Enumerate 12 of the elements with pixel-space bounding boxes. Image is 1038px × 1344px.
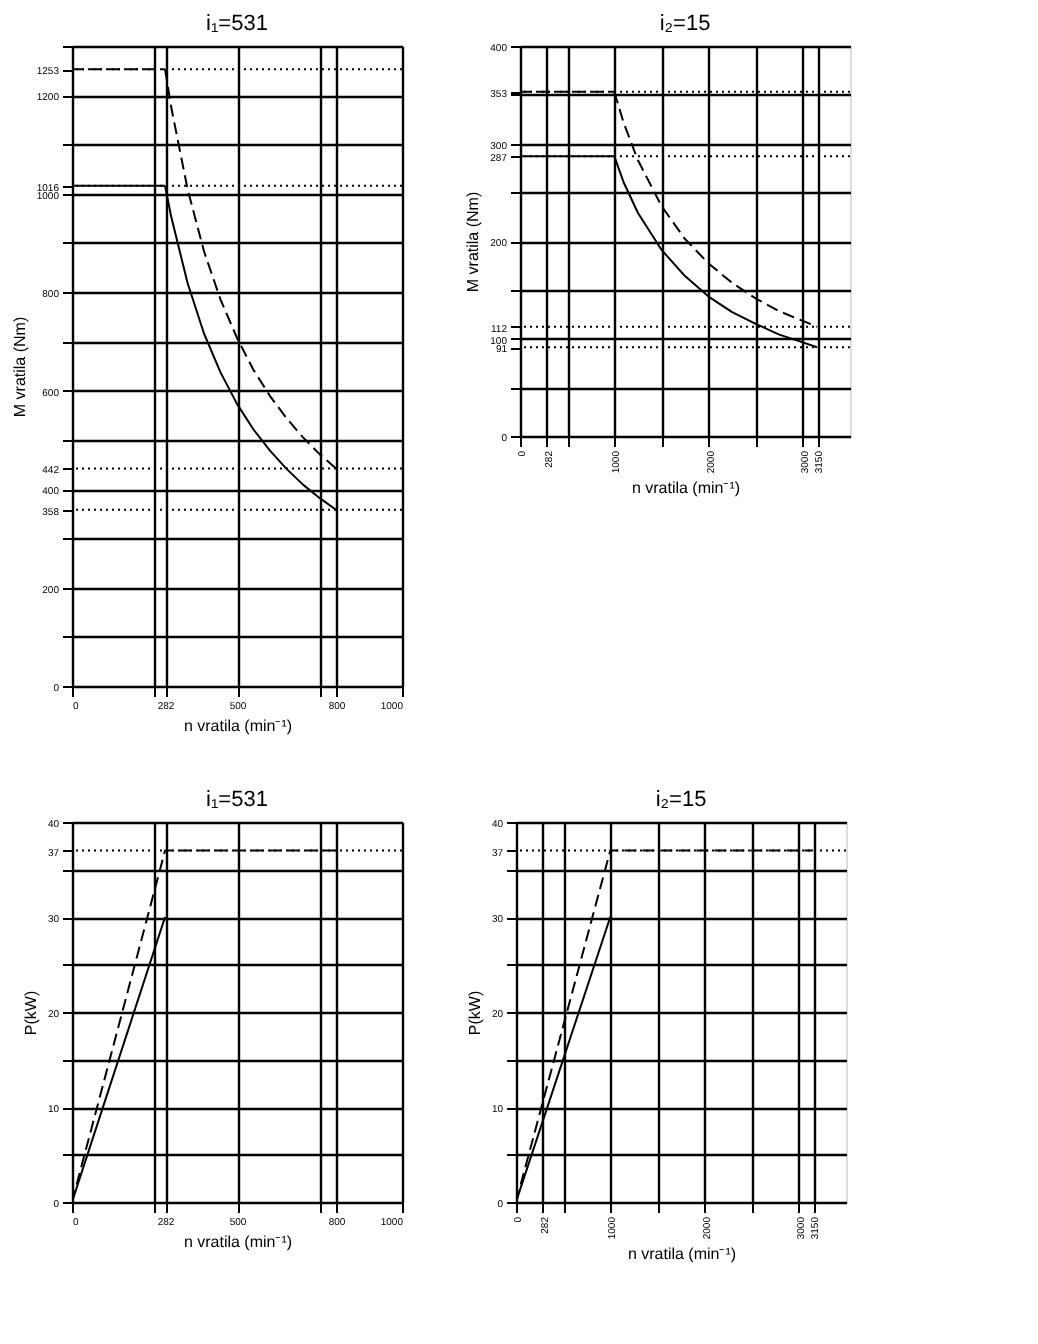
chart-title: i₂=15 <box>655 788 707 812</box>
chart-title: i₁=531 <box>206 788 268 812</box>
x-axis-title: n vratila (min⁻¹) <box>631 479 741 498</box>
chart-title: i₁=531 <box>206 12 268 36</box>
x-axis-title: n vratila (min⁻¹) <box>183 717 293 735</box>
y-axis-title: P(kW) <box>21 990 40 1036</box>
y-axis-title: M vratila (Nm) <box>464 191 483 293</box>
x-axis-title: n vratila (min⁻¹) <box>627 1245 737 1264</box>
chart-title: i₂=15 <box>659 12 711 36</box>
y-axis-title: P(kW) <box>465 990 484 1036</box>
y-axis-title: M vratila (Nm) <box>10 316 29 418</box>
x-axis-title: n vratila (min⁻¹) <box>183 1233 293 1251</box>
